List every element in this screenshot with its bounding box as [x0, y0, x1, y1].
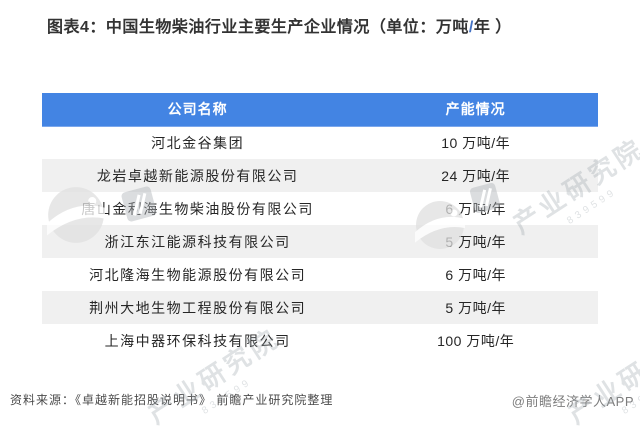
data-source-note: 资料来源：《卓越新能招股说明书》 前瞻产业研究院整理: [10, 393, 334, 407]
capacity-cell: 24 万吨/年: [353, 159, 598, 192]
capacity-cell: 100 万吨/年: [437, 332, 515, 349]
capacity-cell: 5 万吨/年: [353, 225, 598, 258]
table-row: 荆州大地生物工程股份有限公司 5 万吨/年: [42, 291, 598, 324]
figure-title-unit: 年 ）: [473, 19, 512, 36]
table-row: 上海中器环保科技有限公司 100 万吨/年: [42, 324, 598, 357]
figure-title-text: 图表4：中国生物柴油行业主要生产企业情况（单位：万吨: [47, 19, 469, 36]
table-row: 龙岩卓越新能源股份有限公司 24 万吨/年: [42, 159, 598, 192]
capacity-cell: 6 万吨/年: [445, 200, 506, 217]
capacity-cell: 6 万吨/年: [445, 266, 506, 283]
company-name-cell: 龙岩卓越新能源股份有限公司: [42, 159, 354, 192]
company-name-cell: 荆州大地生物工程股份有限公司: [42, 291, 354, 324]
table-row: 浙江东江能源科技有限公司 5 万吨/年: [42, 225, 598, 258]
capacity-cell: 10 万吨/年: [441, 134, 511, 151]
watermark-text-digits: 839599: [620, 376, 640, 417]
company-name-cell: 河北隆海生物能源股份有限公司: [89, 266, 307, 283]
column-header-company: 公司名称: [42, 93, 354, 127]
company-name-cell: 河北金谷集团: [151, 134, 245, 151]
capacity-table: 公司名称 产能情况 河北金谷集团 10 万吨/年 龙岩卓越新能源股份有限公司 2…: [42, 93, 598, 357]
table-header-row: 公司名称 产能情况: [42, 93, 598, 127]
column-header-capacity: 产能情况: [353, 93, 598, 127]
company-name-cell: 浙江东江能源科技有限公司: [42, 225, 354, 258]
table-row: 河北金谷集团 10 万吨/年: [42, 126, 598, 159]
capacity-cell: 5 万吨/年: [353, 291, 598, 324]
watermark-text-digits: 839599: [200, 376, 255, 417]
company-name-cell: 上海中器环保科技有限公司: [104, 332, 291, 349]
table-row: 河北隆海生物能源股份有限公司 6 万吨/年: [42, 258, 598, 291]
figure-title: 图表4：中国生物柴油行业主要生产企业情况（单位：万吨/年 ）: [47, 13, 512, 37]
figure-title-slash: /: [468, 19, 474, 36]
table-row: 唐山金利海生物柴油股份有限公司 6 万吨/年: [42, 192, 598, 225]
brand-credit: @前瞻经济学人APP: [511, 394, 634, 409]
company-name-cell: 唐山金利海生物柴油股份有限公司: [81, 200, 314, 217]
